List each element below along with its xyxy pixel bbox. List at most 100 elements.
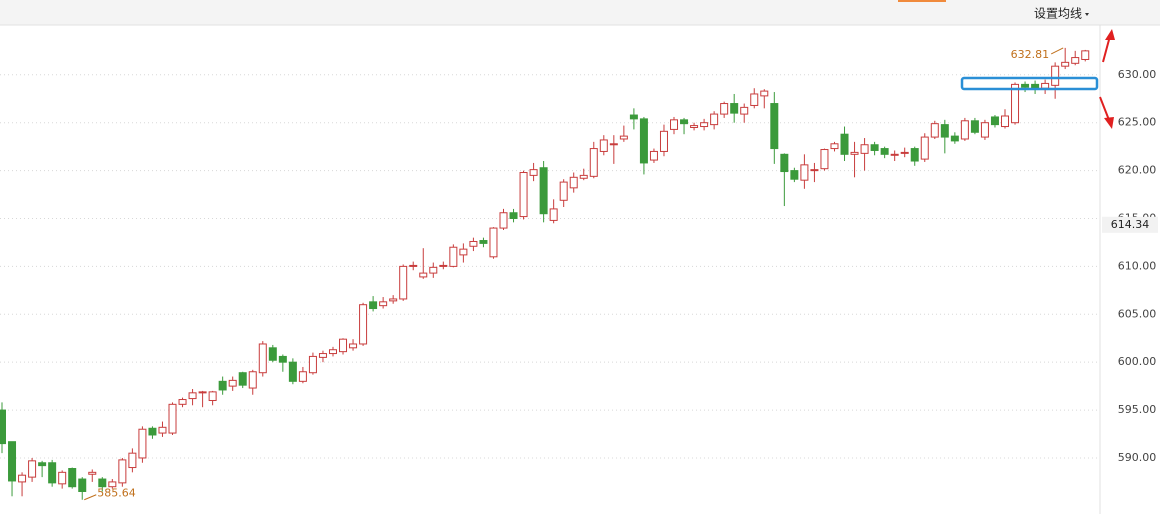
candle-body: [38, 462, 47, 467]
candle-body: [48, 462, 57, 484]
candle-body: [419, 272, 428, 278]
candle-body: [18, 474, 27, 483]
candle-body: [519, 172, 528, 218]
candle-body: [58, 471, 67, 485]
candle-body: [810, 169, 819, 172]
candle-body: [680, 119, 689, 125]
ma-settings-button[interactable]: 设置均线: [1034, 7, 1082, 21]
candle-body: [649, 150, 658, 161]
dropdown-caret[interactable]: [1085, 13, 1089, 16]
candle-body: [559, 181, 568, 201]
candle-body: [700, 122, 709, 128]
candle-body: [68, 468, 77, 488]
candle-body: [1031, 83, 1040, 89]
candle-body: [639, 118, 648, 164]
candle-body: [800, 164, 809, 181]
candle-body: [429, 266, 438, 274]
candle-body: [479, 240, 488, 244]
candle-body: [318, 353, 327, 358]
min-label: 585.64: [97, 487, 135, 500]
candle-body: [489, 227, 498, 258]
candle-body: [529, 169, 538, 176]
candle-body: [158, 426, 167, 434]
candle-body: [248, 371, 257, 389]
candle-body: [820, 149, 829, 170]
candle-body: [228, 379, 237, 387]
candle-body: [1001, 115, 1009, 128]
candle-body: [469, 240, 478, 247]
candle-body: [710, 113, 719, 126]
candle-body: [339, 338, 348, 353]
candle-body: [1011, 83, 1020, 124]
candle-body: [238, 372, 247, 386]
candle-body: [198, 391, 207, 394]
candle-body: [128, 452, 137, 469]
candle-body: [549, 208, 558, 221]
candle-body: [870, 144, 879, 151]
candle-body: [629, 114, 638, 120]
plot-area: 590.00595.00600.00605.00610.00615.00620.…: [0, 47, 1158, 501]
candle-body: [218, 380, 227, 391]
candle-body: [509, 212, 518, 219]
candle-body: [459, 248, 468, 256]
candle-body: [88, 471, 97, 475]
candle-body: [740, 106, 749, 115]
candle-body: [98, 478, 107, 488]
candle-body: [750, 93, 759, 106]
candle-body: [730, 103, 739, 114]
candle-body: [148, 427, 157, 436]
candle-body: [780, 153, 789, 173]
max-label: 632.81: [1011, 48, 1050, 61]
max-pointer: [1050, 47, 1064, 55]
arrow-down-head: [1104, 117, 1114, 129]
active-tab-indicator: [898, 0, 946, 2]
candle-body: [409, 264, 418, 267]
candle-body: [1021, 83, 1030, 88]
candle-body: [569, 176, 578, 189]
candle-body: [449, 246, 458, 267]
highlight-box: [960, 76, 1099, 91]
candle-body: [659, 130, 668, 152]
candle-body: [920, 136, 929, 160]
y-tick-label: 605.00: [1118, 307, 1157, 320]
candle-body: [379, 301, 388, 307]
candle-body: [539, 167, 548, 215]
candle-body: [1051, 65, 1060, 86]
candle-body: [138, 428, 147, 459]
header-bar: [0, 0, 1160, 25]
candle-body: [178, 399, 187, 405]
candle-body: [0, 409, 6, 445]
candle-body: [970, 120, 979, 133]
y-tick-label: 630.00: [1118, 68, 1157, 81]
candle-body: [308, 355, 317, 374]
candle-body: [770, 103, 779, 150]
candle-body: [118, 459, 127, 484]
candle-body: [940, 124, 949, 138]
y-tick-label: 625.00: [1118, 116, 1157, 129]
candle-body: [499, 212, 508, 229]
candle-body: [619, 135, 628, 140]
candle-body: [399, 265, 408, 300]
candle-body: [950, 135, 959, 142]
candle-body: [359, 304, 368, 345]
candle-body: [690, 125, 699, 128]
candle-body: [960, 120, 969, 140]
candle-body: [268, 347, 277, 361]
candle-body: [188, 392, 197, 400]
candle-body: [840, 133, 849, 155]
candle-body: [930, 123, 939, 138]
candle-body: [298, 371, 307, 382]
candle-body: [579, 174, 588, 179]
candle-body: [900, 151, 909, 154]
y-tick-label: 610.00: [1118, 259, 1157, 272]
candle-body: [328, 349, 337, 355]
candle-body: [1081, 50, 1090, 60]
candle-body: [278, 355, 287, 363]
price-marker-box: [1102, 216, 1158, 233]
candle-body: [599, 139, 608, 152]
y-tick-label: 595.00: [1118, 403, 1157, 416]
y-tick-label: 600.00: [1118, 355, 1157, 368]
price-marker-label: 614.34: [1111, 218, 1150, 231]
candle-body: [910, 148, 919, 162]
